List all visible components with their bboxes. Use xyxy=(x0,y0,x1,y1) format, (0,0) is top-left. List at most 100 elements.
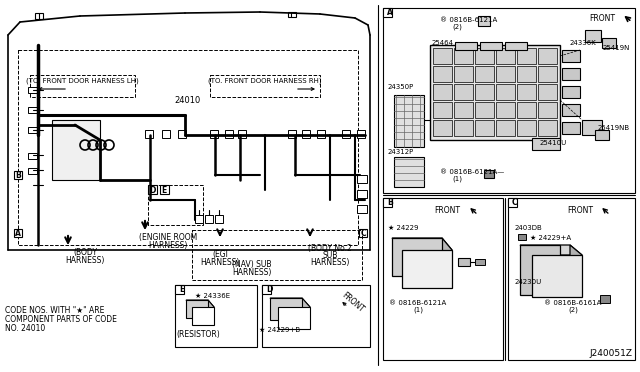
Text: ® 0816B-6121A: ® 0816B-6121A xyxy=(440,17,497,23)
Text: ★ 24229: ★ 24229 xyxy=(388,225,419,231)
Bar xyxy=(160,185,169,194)
Bar xyxy=(520,245,560,295)
Bar xyxy=(475,84,494,100)
Text: 25419NB: 25419NB xyxy=(598,125,630,131)
Text: B: B xyxy=(387,198,393,206)
Bar xyxy=(562,68,580,80)
Text: HARNESS): HARNESS) xyxy=(148,241,188,250)
Text: C: C xyxy=(360,228,366,237)
Bar xyxy=(394,157,424,187)
Bar xyxy=(455,42,477,50)
Bar xyxy=(433,102,452,118)
Bar xyxy=(517,102,536,118)
Text: FRONT: FRONT xyxy=(589,13,615,22)
Bar xyxy=(538,66,557,82)
Text: C: C xyxy=(512,198,518,206)
Bar xyxy=(192,230,362,280)
Text: 25410U: 25410U xyxy=(540,140,567,146)
Bar xyxy=(215,215,223,223)
Bar xyxy=(518,234,526,240)
Bar xyxy=(28,153,37,159)
Bar xyxy=(582,120,602,135)
Text: (2): (2) xyxy=(452,24,462,30)
Bar xyxy=(383,8,635,193)
Bar xyxy=(30,75,135,97)
Text: HARNESS): HARNESS) xyxy=(65,256,105,264)
Bar xyxy=(585,30,601,42)
Bar xyxy=(505,42,527,50)
Bar xyxy=(475,102,494,118)
Bar xyxy=(532,255,582,297)
Text: A: A xyxy=(387,7,393,16)
Text: D: D xyxy=(149,186,155,195)
Text: 24336K: 24336K xyxy=(570,40,596,46)
Bar xyxy=(496,120,515,136)
Bar xyxy=(496,48,515,64)
Bar xyxy=(14,229,22,237)
Text: 25419N: 25419N xyxy=(603,45,630,51)
Text: J240051Z: J240051Z xyxy=(589,349,632,358)
Text: HARNESS): HARNESS) xyxy=(310,257,349,266)
Bar xyxy=(602,38,616,48)
Bar xyxy=(262,285,370,347)
Text: ® 0816B-6161A: ® 0816B-6161A xyxy=(544,300,602,306)
Bar xyxy=(496,102,515,118)
Bar xyxy=(517,66,536,82)
Bar xyxy=(357,130,365,138)
Bar xyxy=(28,168,37,174)
Polygon shape xyxy=(302,298,310,329)
Bar xyxy=(288,130,296,138)
Bar xyxy=(357,205,367,213)
Text: SUB: SUB xyxy=(323,250,338,260)
Bar xyxy=(35,13,43,19)
Bar xyxy=(480,42,502,50)
Bar xyxy=(278,307,310,329)
Text: (NAV) SUB: (NAV) SUB xyxy=(232,260,272,269)
Bar xyxy=(145,130,153,138)
Polygon shape xyxy=(570,245,582,297)
Bar xyxy=(475,120,494,136)
Bar xyxy=(454,48,473,64)
Bar xyxy=(148,185,157,194)
Bar xyxy=(433,84,452,100)
Text: (EGI: (EGI xyxy=(212,250,228,260)
Bar xyxy=(317,130,325,138)
Bar xyxy=(562,122,580,134)
Text: HARNESS): HARNESS) xyxy=(200,257,240,266)
Text: 24312P: 24312P xyxy=(388,149,414,155)
Polygon shape xyxy=(208,300,214,325)
Bar xyxy=(210,75,320,97)
Text: ® 0816B-6121A: ® 0816B-6121A xyxy=(389,300,447,306)
Text: ★ 24229+A: ★ 24229+A xyxy=(530,235,571,241)
Bar xyxy=(383,8,392,17)
Text: FRONT: FRONT xyxy=(567,205,593,215)
Text: 25464: 25464 xyxy=(432,40,454,46)
Bar xyxy=(162,130,170,138)
Bar xyxy=(28,127,37,133)
Bar xyxy=(475,66,494,82)
Text: 2403DB: 2403DB xyxy=(515,225,543,231)
Text: 24350P: 24350P xyxy=(388,84,414,90)
Bar xyxy=(496,66,515,82)
Bar xyxy=(52,120,100,180)
Bar xyxy=(454,102,473,118)
Bar xyxy=(478,16,490,26)
Text: FRONT: FRONT xyxy=(434,205,460,215)
Bar xyxy=(302,130,310,138)
Text: (BODY: (BODY xyxy=(73,247,97,257)
Bar xyxy=(454,84,473,100)
Bar xyxy=(538,48,557,64)
Bar xyxy=(433,66,452,82)
Text: 24010: 24010 xyxy=(175,96,201,105)
Bar xyxy=(175,285,257,347)
Bar xyxy=(175,285,184,294)
Bar xyxy=(562,50,580,62)
Bar xyxy=(433,48,452,64)
Bar xyxy=(192,307,214,325)
Bar xyxy=(342,130,350,138)
Bar xyxy=(532,138,560,150)
Bar xyxy=(195,215,203,223)
Bar xyxy=(517,84,536,100)
Bar xyxy=(357,190,367,198)
Text: (ENGINE ROOM: (ENGINE ROOM xyxy=(139,232,197,241)
